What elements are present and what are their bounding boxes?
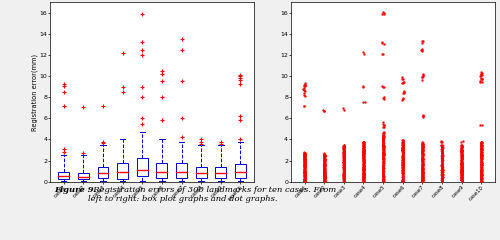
Y-axis label: Registration error(mm): Registration error(mm) xyxy=(32,54,38,131)
Bar xyxy=(98,167,108,178)
Bar xyxy=(235,164,246,178)
Bar xyxy=(137,158,147,176)
Bar xyxy=(117,163,128,180)
Bar xyxy=(196,167,206,178)
Text: Figure 9.: Figure 9. xyxy=(54,186,97,194)
Bar xyxy=(176,163,187,178)
Bar xyxy=(156,163,168,178)
Text: Registration errors of 300 landmarks for ten cases. From
left to right: box plot: Registration errors of 300 landmarks for… xyxy=(88,186,336,203)
Bar xyxy=(216,167,226,178)
Bar xyxy=(78,173,89,180)
Bar xyxy=(58,172,69,180)
